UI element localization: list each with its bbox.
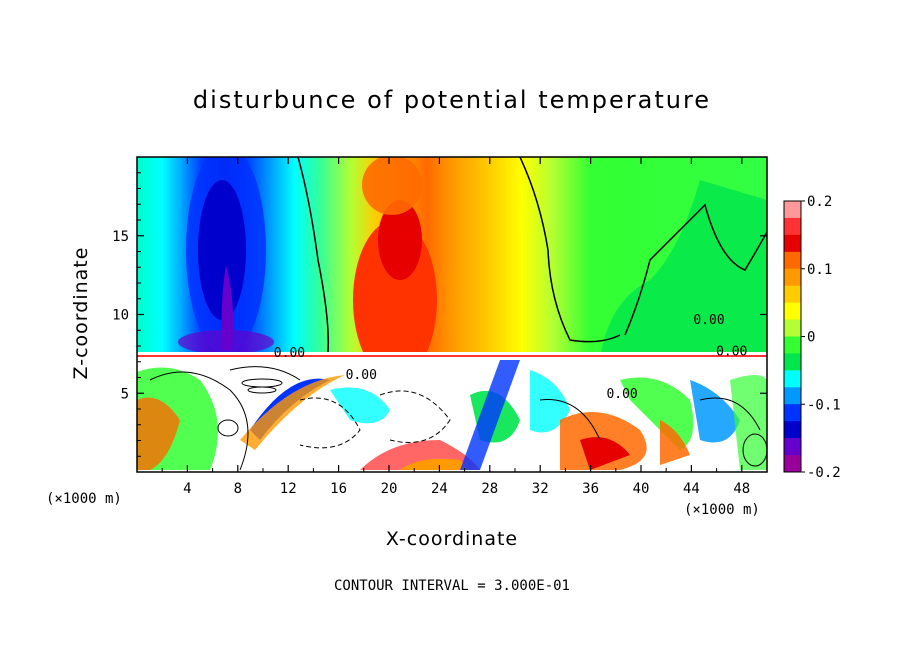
- contour-label: 0.00: [274, 346, 305, 361]
- colorbar-tick-label: -0.2: [807, 465, 841, 481]
- chart-title: disturbunce of potential temperature: [192, 86, 712, 114]
- y-tick-label: 10: [112, 308, 129, 324]
- colorbar-tick-label: -0.1: [807, 397, 841, 413]
- colorbar-tick-label: 0.1: [807, 262, 832, 278]
- lower-field: [137, 357, 767, 472]
- x-tick-label: 12: [280, 481, 297, 497]
- x-tick-label: 40: [633, 481, 650, 497]
- y-tick-label: 15: [112, 229, 129, 245]
- y-axis-unit: (×1000 m): [46, 491, 122, 507]
- contour-label: 0.00: [346, 368, 377, 383]
- contour-labels: 0.00 0.00 0.00 0.00 0.00: [274, 313, 748, 402]
- x-axis-ticks: 4 8 12 16 20 24 28 32 36 40 44 48: [161, 157, 750, 497]
- colorbar-swatch: [784, 353, 801, 371]
- colorbar-swatch: [784, 251, 801, 270]
- x-tick-label: 28: [481, 481, 498, 497]
- colorbar-swatch: [784, 217, 801, 236]
- x-tick-label: 24: [431, 481, 448, 497]
- colorbar-swatch: [784, 302, 801, 321]
- x-tick-label: 32: [532, 481, 549, 497]
- colorbar-swatch: [784, 404, 801, 422]
- x-tick-label: 20: [381, 481, 398, 497]
- colorbar: 0.2 0.1 0 -0.1 -0.2: [783, 194, 841, 481]
- colorbar-tick-label: 0: [807, 330, 815, 346]
- colorbar-swatch: [784, 268, 801, 287]
- contour-interval-note: CONTOUR INTERVAL = 3.000E-01: [333, 578, 570, 594]
- colorbar-swatch: [784, 234, 801, 253]
- colorbar-swatch: [784, 201, 801, 219]
- colorbar-swatch: [784, 370, 801, 388]
- colorbar-swatch: [784, 336, 801, 354]
- contour-label: 0.00: [606, 387, 637, 402]
- colorbar-swatch: [784, 455, 801, 473]
- y-axis-ticks: 5 10 15: [112, 172, 767, 457]
- y-tick-label: 5: [121, 386, 129, 402]
- x-tick-label: 48: [733, 481, 750, 497]
- x-tick-label: 4: [183, 481, 191, 497]
- colorbar-swatch: [784, 438, 801, 456]
- colorbar-swatch: [784, 421, 801, 439]
- colorbar-tick-label: 0.2: [807, 194, 832, 210]
- x-tick-label: 44: [683, 481, 700, 497]
- colorbar-swatch: [784, 285, 801, 304]
- contour-label: 0.00: [716, 344, 747, 359]
- colorbar-swatch: [784, 387, 801, 405]
- x-tick-label: 16: [330, 481, 347, 497]
- contour-label: 0.00: [693, 313, 724, 328]
- x-tick-label: 36: [582, 481, 599, 497]
- x-tick-label: 8: [234, 481, 242, 497]
- upper-field: [137, 157, 767, 380]
- x-axis-unit: (×1000 m): [684, 502, 760, 518]
- colorbar-swatch: [784, 319, 801, 337]
- x-axis-label: X-coordinate: [385, 528, 519, 550]
